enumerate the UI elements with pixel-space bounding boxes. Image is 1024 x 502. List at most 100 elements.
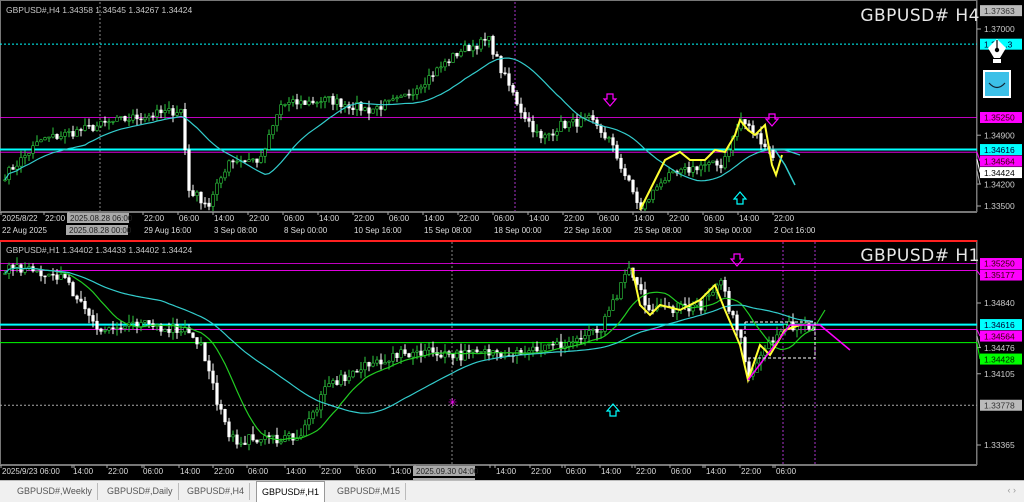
bull-candle — [483, 349, 487, 352]
bear-candle — [303, 100, 307, 105]
projection-line — [747, 324, 851, 381]
bear-candle — [515, 91, 519, 105]
bull-candle — [351, 370, 355, 378]
price-label: 1.34616 — [984, 320, 1015, 330]
bull-candle — [451, 53, 455, 63]
bull-candle — [359, 369, 363, 373]
bull-candle — [271, 434, 275, 437]
time-crosshair-box — [413, 466, 475, 476]
bear-candle — [111, 327, 115, 330]
bear-candle — [771, 149, 775, 158]
h1-chart-panel[interactable]: 1.35250 1.35177 1.34840 1.34616 1.34564 1.344… — [0, 240, 1024, 480]
bear-candle — [331, 96, 335, 105]
bull-candle — [347, 376, 351, 382]
bull-candle — [179, 331, 183, 334]
time-label: 06:00 — [284, 214, 305, 223]
time-label: 10 Sep 16:00 — [354, 226, 402, 235]
bull-candle — [283, 104, 287, 106]
bull-candle — [727, 149, 731, 157]
bear-candle — [743, 119, 747, 125]
bear-candle — [379, 359, 383, 365]
bear-candle — [575, 119, 579, 127]
bear-candle — [595, 329, 599, 333]
tab-m15[interactable]: GBPUSD#,M15 — [332, 483, 407, 500]
bear-candle — [291, 433, 295, 441]
bull-candle — [623, 274, 627, 283]
bear-candle — [451, 353, 455, 359]
bull-candle — [35, 141, 39, 147]
bull-candle — [371, 362, 375, 367]
bull-candle — [615, 298, 619, 301]
time-label: 29 Sep 00:00 — [358, 479, 406, 480]
tab-daily[interactable]: GBPUSD#,Daily — [102, 483, 179, 500]
ma-projection-line — [774, 149, 796, 186]
bear-candle — [243, 442, 247, 445]
price-label-leader — [976, 270, 981, 276]
bear-candle — [539, 131, 543, 139]
tab-weekly[interactable]: GBPUSD#,Weekly — [12, 483, 98, 500]
bull-candle — [611, 299, 615, 311]
h4-symbol-title: GBPUSD# H4 — [860, 6, 980, 26]
price-label: 1.34200 — [984, 179, 1015, 189]
bull-candle — [463, 44, 467, 52]
bear-candle — [771, 340, 775, 343]
bear-candle — [487, 349, 491, 356]
price-label-box — [980, 399, 1022, 411]
bear-candle — [103, 120, 107, 123]
tab-h4[interactable]: GBPUSD#,H4 — [182, 483, 251, 500]
bull-candle — [223, 171, 227, 179]
arrow-up-signal-icon — [605, 403, 621, 417]
bull-candle — [127, 119, 131, 122]
h1-symbol-title: GBPUSD# H1 — [860, 246, 980, 266]
bull-candle — [531, 346, 535, 351]
bull-candle — [479, 38, 483, 50]
bull-candle — [711, 291, 715, 296]
bear-candle — [699, 300, 703, 311]
tab-h1[interactable]: GBPUSD#,H1 — [256, 481, 326, 502]
bear-candle — [611, 137, 615, 146]
bull-candle — [303, 424, 307, 437]
bear-candle — [191, 190, 195, 196]
time-label: 06:00 — [179, 214, 200, 223]
bull-candle — [83, 124, 87, 131]
time-label: 14:00 — [706, 467, 727, 476]
bear-candle — [199, 191, 203, 204]
bull-candle — [479, 351, 483, 353]
h4-chart-canvas[interactable]: 1.373631.370001.36...31.352501.349001.34… — [0, 0, 1024, 240]
bull-candle — [47, 136, 51, 139]
bear-candle — [367, 362, 371, 367]
bull-candle — [583, 335, 587, 339]
h4-chart-panel[interactable]: 1.373631.370001.36...31.352501.349001.34… — [0, 0, 1024, 240]
bull-candle — [311, 411, 315, 420]
bear-candle — [171, 108, 175, 116]
bear-candle — [447, 61, 451, 64]
time-label: 14:00 — [73, 467, 94, 476]
price-label-box — [980, 155, 1022, 167]
bear-candle — [727, 290, 731, 312]
bear-candle — [183, 109, 187, 151]
bull-candle — [547, 133, 551, 136]
chart-tab-bar: GBPUSD#,Weekly GBPUSD#,Daily GBPUSD#,H4 … — [0, 480, 1024, 502]
pen-icon[interactable] — [985, 38, 1009, 64]
bear-candle — [631, 179, 635, 193]
bull-candle — [391, 353, 395, 362]
bull-candle — [327, 96, 331, 98]
cup-indicator-icon[interactable] — [983, 70, 1011, 98]
price-label: 1.34564 — [984, 156, 1015, 166]
bear-candle — [351, 107, 355, 111]
bear-candle — [759, 133, 763, 145]
tab-scroll-arrows[interactable]: ‹ › — [1007, 485, 1017, 495]
time-crosshair-box — [67, 213, 129, 223]
bear-candle — [343, 374, 347, 382]
bear-candle — [139, 118, 143, 121]
bull-candle — [411, 352, 415, 358]
time-label: 22:00 — [321, 467, 342, 476]
bear-candle — [231, 160, 235, 163]
bear-candle — [599, 125, 603, 133]
bear-candle — [499, 56, 503, 74]
bear-candle — [83, 301, 87, 310]
bull-candle — [107, 327, 111, 331]
bear-candle — [135, 114, 139, 120]
bear-candle — [235, 434, 239, 445]
